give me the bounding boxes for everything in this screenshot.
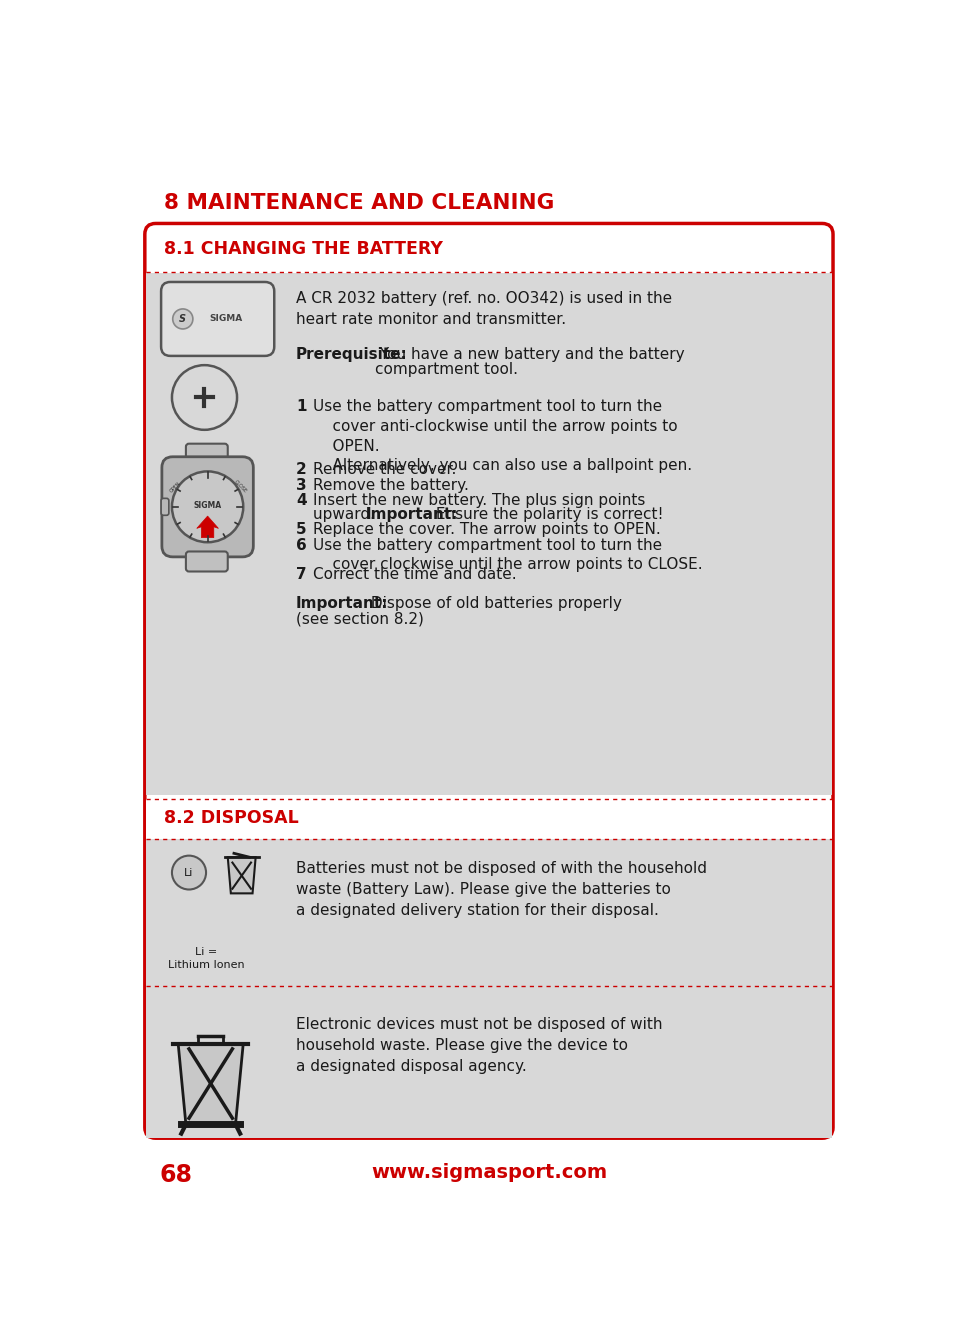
Text: S: S — [179, 314, 186, 323]
Text: Correct the time and date.: Correct the time and date. — [313, 566, 517, 582]
Text: A CR 2032 battery (ref. no. OO342) is used in the
heart rate monitor and transmi: A CR 2032 battery (ref. no. OO342) is us… — [295, 291, 671, 327]
Text: Electronic devices must not be disposed of with
household waste. Please give the: Electronic devices must not be disposed … — [295, 1017, 661, 1074]
Text: CLOSE: CLOSE — [233, 480, 248, 494]
FancyBboxPatch shape — [146, 799, 831, 839]
Text: compartment tool.: compartment tool. — [375, 362, 517, 377]
Text: 2: 2 — [295, 462, 306, 477]
Text: 1: 1 — [295, 399, 306, 414]
Text: Dispose of old batteries properly: Dispose of old batteries properly — [365, 596, 621, 611]
Text: Li: Li — [184, 867, 193, 878]
Text: 4: 4 — [295, 493, 306, 508]
FancyBboxPatch shape — [186, 444, 228, 464]
FancyBboxPatch shape — [186, 552, 228, 572]
Text: Prerequisite:: Prerequisite: — [295, 346, 407, 362]
Text: 8.1 CHANGING THE BATTERY: 8.1 CHANGING THE BATTERY — [164, 239, 442, 258]
FancyBboxPatch shape — [146, 273, 831, 795]
FancyBboxPatch shape — [161, 498, 169, 516]
Text: Remove the battery.: Remove the battery. — [313, 477, 468, 493]
Polygon shape — [178, 1043, 243, 1125]
Circle shape — [172, 855, 206, 890]
Text: Batteries must not be disposed of with the household
waste (Battery Law). Please: Batteries must not be disposed of with t… — [295, 860, 706, 918]
Text: 8.2 DISPOSAL: 8.2 DISPOSAL — [164, 808, 298, 827]
FancyBboxPatch shape — [162, 457, 253, 557]
FancyBboxPatch shape — [146, 839, 831, 986]
Text: SIGMA: SIGMA — [210, 314, 243, 323]
Text: Use the battery compartment tool to turn the
    cover clockwise until the arrow: Use the battery compartment tool to turn… — [313, 537, 702, 572]
Polygon shape — [196, 516, 218, 537]
Circle shape — [172, 309, 193, 329]
Text: Use the battery compartment tool to turn the
    cover anti-clockwise until the : Use the battery compartment tool to turn… — [313, 399, 691, 473]
Circle shape — [172, 365, 236, 430]
Text: 6: 6 — [295, 537, 306, 553]
Text: 7: 7 — [295, 566, 306, 582]
Text: Important:: Important: — [365, 506, 457, 522]
FancyBboxPatch shape — [145, 223, 832, 1138]
Text: Insert the new battery. The plus sign points: Insert the new battery. The plus sign po… — [313, 493, 644, 508]
Text: upward.: upward. — [313, 506, 379, 522]
Text: Li =
Lithium Ionen: Li = Lithium Ionen — [168, 947, 244, 970]
Text: 5: 5 — [295, 522, 306, 537]
Text: 3: 3 — [295, 477, 306, 493]
Text: 8 MAINTENANCE AND CLEANING: 8 MAINTENANCE AND CLEANING — [164, 192, 554, 212]
Text: You have a new battery and the battery: You have a new battery and the battery — [375, 346, 684, 362]
Text: SIGMA: SIGMA — [193, 501, 221, 510]
Circle shape — [172, 472, 243, 542]
FancyBboxPatch shape — [161, 282, 274, 355]
FancyBboxPatch shape — [146, 986, 831, 1138]
Text: OPEN: OPEN — [169, 480, 181, 493]
Text: www.sigmasport.com: www.sigmasport.com — [371, 1162, 606, 1182]
Text: Replace the cover. The arrow points to OPEN.: Replace the cover. The arrow points to O… — [313, 522, 660, 537]
Text: Remove the cover.: Remove the cover. — [313, 462, 456, 477]
Text: 68: 68 — [159, 1162, 193, 1186]
Polygon shape — [228, 858, 255, 894]
Text: Ensure the polarity is correct!: Ensure the polarity is correct! — [431, 506, 662, 522]
Text: (see section 8.2): (see section 8.2) — [295, 612, 423, 627]
Text: Important:: Important: — [295, 596, 388, 611]
